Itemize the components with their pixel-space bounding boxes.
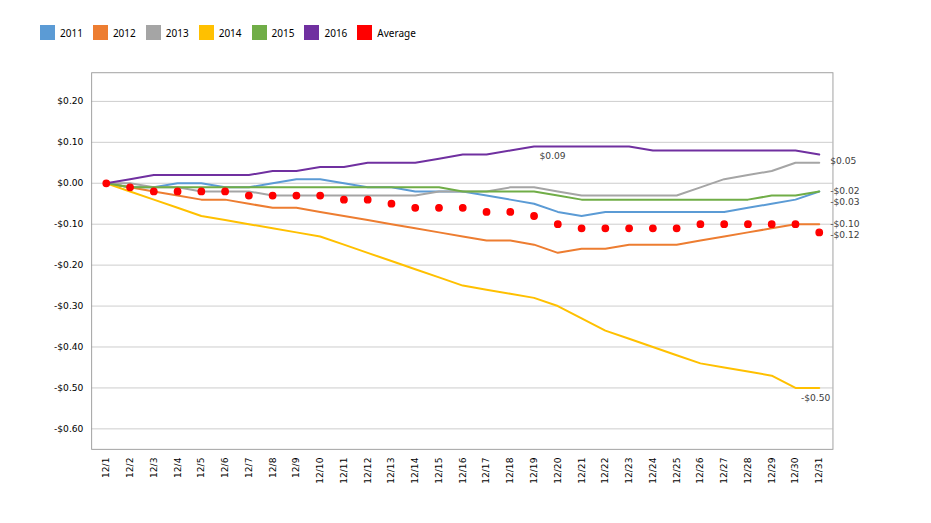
svg-text:12/15: 12/15: [434, 457, 444, 483]
svg-text:$0.20: $0.20: [57, 96, 83, 106]
svg-text:-$0.20: -$0.20: [54, 260, 84, 270]
svg-text:$0.05: $0.05: [830, 156, 856, 166]
svg-text:12/19: 12/19: [529, 457, 539, 483]
html-text:2013: 2013: [165, 25, 189, 40]
svg-text:12/25: 12/25: [672, 457, 682, 483]
svg-text:-$0.03: -$0.03: [830, 197, 860, 207]
html-text:2012: 2012: [112, 25, 136, 40]
svg-text:$0.09: $0.09: [540, 151, 566, 161]
svg-text:-$0.12: -$0.12: [830, 230, 859, 240]
svg-text:-$0.10: -$0.10: [54, 219, 84, 229]
svg-text:12/3: 12/3: [149, 457, 159, 478]
svg-text:$0.00: $0.00: [57, 178, 83, 188]
svg-text:12/12: 12/12: [363, 458, 373, 484]
svg-text:12/23: 12/23: [624, 457, 634, 483]
svg-text:12/1: 12/1: [101, 458, 111, 479]
html-text:Average: Average: [377, 25, 416, 40]
svg-text:12/17: 12/17: [481, 457, 491, 483]
svg-text:12/7: 12/7: [244, 457, 254, 478]
svg-text:-$0.30: -$0.30: [54, 301, 84, 311]
svg-text:-$0.50: -$0.50: [801, 393, 831, 403]
svg-text:-$0.02: -$0.02: [830, 186, 859, 196]
svg-text:12/22: 12/22: [600, 458, 610, 484]
svg-text:12/6: 12/6: [220, 457, 230, 478]
svg-text:12/21: 12/21: [577, 458, 587, 484]
svg-text:-$0.60: -$0.60: [54, 424, 84, 434]
svg-text:12/14: 12/14: [410, 457, 420, 483]
svg-text:12/27: 12/27: [719, 457, 729, 483]
svg-text:12/11: 12/11: [339, 458, 349, 484]
svg-text:12/31: 12/31: [814, 458, 824, 484]
svg-text:12/24: 12/24: [648, 457, 658, 483]
svg-text:-$0.10: -$0.10: [830, 219, 860, 229]
svg-text:12/2: 12/2: [125, 458, 135, 479]
svg-text:12/10: 12/10: [315, 457, 325, 483]
svg-text:12/20: 12/20: [553, 457, 563, 483]
svg-text:12/18: 12/18: [505, 457, 515, 483]
svg-text:12/29: 12/29: [767, 457, 777, 483]
svg-text:12/9: 12/9: [291, 457, 301, 478]
html-text:2015: 2015: [271, 25, 295, 40]
svg-text:12/28: 12/28: [743, 457, 753, 483]
svg-text:12/16: 12/16: [458, 457, 468, 483]
svg-text:12/8: 12/8: [268, 457, 278, 478]
html-text:2011: 2011: [60, 25, 83, 40]
html-text:2016: 2016: [324, 25, 348, 40]
svg-text:$0.10: $0.10: [57, 137, 83, 147]
svg-text:-$0.50: -$0.50: [54, 383, 84, 393]
svg-text:-$0.40: -$0.40: [54, 342, 84, 352]
html-text:2014: 2014: [218, 25, 242, 40]
svg-text:12/26: 12/26: [695, 457, 705, 483]
svg-text:12/4: 12/4: [172, 457, 182, 478]
svg-text:12/13: 12/13: [386, 457, 396, 483]
svg-text:12/5: 12/5: [196, 457, 206, 478]
svg-text:12/30: 12/30: [790, 457, 800, 483]
